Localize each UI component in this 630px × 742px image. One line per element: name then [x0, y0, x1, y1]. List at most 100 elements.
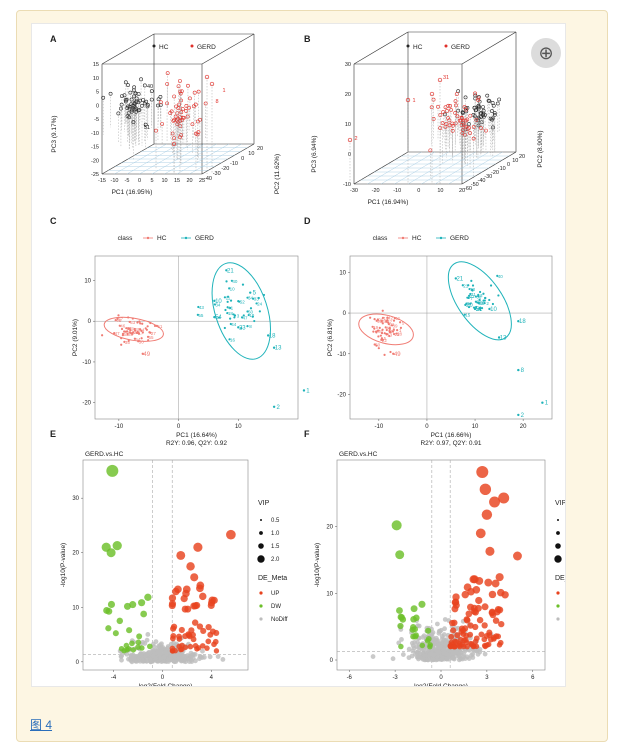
figure-caption-link[interactable]: 图 4 [30, 718, 53, 732]
data-point [177, 115, 182, 120]
data-point [461, 284, 464, 287]
y-tick-label: 10 [339, 270, 346, 276]
x-axis-title: log2(Fold Change) [414, 683, 468, 686]
z-tick-label: 20 [345, 92, 351, 98]
legend-class-marker [556, 591, 560, 595]
data-point [369, 316, 372, 319]
dw-point [112, 541, 122, 551]
y-tick-label: -20 [221, 166, 229, 172]
point-label: 1 [222, 88, 225, 94]
point-label: 54 [215, 315, 222, 321]
up-point [184, 605, 192, 613]
data-point [129, 102, 134, 107]
data-point [146, 325, 149, 328]
dw-point [107, 600, 116, 608]
dw-point [105, 607, 113, 615]
legend-vip-label: 0.5 [271, 518, 280, 524]
data-point [380, 332, 384, 335]
zoom-plus-icon[interactable]: ⊕ [531, 38, 561, 68]
data-point [117, 314, 120, 317]
data-point [172, 94, 177, 99]
data-point [455, 114, 460, 119]
data-point [165, 82, 170, 86]
panel-B-3d: HC GERD-30 -20 -10 0 10 20-60-50-40-30-20-1001… [311, 31, 544, 206]
data-point [467, 305, 471, 309]
up-point [495, 573, 504, 582]
data-point [456, 89, 461, 94]
data-point [123, 330, 126, 333]
data-point [468, 287, 471, 291]
point-label: 48 [116, 318, 122, 323]
legend-vip-marker [260, 519, 262, 521]
data-point [179, 89, 184, 94]
up-point [168, 600, 177, 608]
point-label: 22 [382, 338, 388, 343]
z-tick-label: -5 [94, 117, 99, 123]
data-point [517, 413, 520, 417]
nodiff-point [442, 617, 448, 622]
panel-C-pca: class HC GERD -10 0 10 -20 -10 0 10 PC1 (16.64%)R2… [72, 235, 310, 447]
model-stats-subtitle: R2Y: 0.96, Q2Y: 0.92 [166, 440, 227, 447]
up-point [195, 645, 202, 651]
point-label: 10 [249, 313, 255, 318]
dw-point [418, 600, 426, 608]
point-label: 53 [123, 332, 129, 337]
nodiff-point [452, 650, 458, 656]
y-tick-label: 0 [330, 658, 334, 664]
nodiff-point [158, 656, 164, 662]
data-point [446, 116, 450, 121]
nodiff-point [423, 653, 428, 659]
y-tick-label: 20 [519, 154, 525, 160]
data-point [125, 330, 129, 333]
point-label: 34 [248, 296, 254, 301]
data-point [490, 125, 495, 130]
legend-vip-marker [555, 543, 561, 549]
data-point [443, 105, 448, 110]
y-tick-label: 0 [343, 311, 347, 317]
data-point [262, 293, 266, 297]
data-point [249, 307, 253, 310]
nodiff-point [179, 655, 184, 661]
data-point [429, 105, 434, 110]
legend-title-class: DE_Meta [258, 575, 287, 582]
confidence-ellipse [358, 313, 414, 346]
data-point [388, 329, 391, 333]
nodiff-point [399, 637, 404, 642]
data-point [187, 105, 191, 110]
y-tick-label: 0 [241, 156, 244, 162]
y-axis-title: -log10(P-value) [314, 543, 321, 587]
data-point [129, 328, 132, 332]
data-point [477, 295, 480, 298]
data-point [463, 118, 468, 123]
dw-point [391, 520, 402, 531]
point-label: 13 [500, 336, 507, 342]
up-point [491, 579, 500, 588]
data-point [119, 102, 124, 107]
nodiff-point [390, 656, 396, 662]
data-point [101, 95, 106, 100]
nodiff-point [200, 648, 205, 654]
data-point [381, 309, 384, 312]
nodiff-point [145, 632, 151, 637]
data-point [471, 136, 476, 141]
nodiff-point [410, 648, 416, 654]
data-point [127, 115, 132, 120]
data-point [429, 91, 435, 97]
z-tick-label: -10 [343, 182, 351, 188]
x-tick-label: -30 [350, 188, 358, 194]
point-label: 31 [443, 75, 449, 81]
nodiff-point [446, 648, 452, 654]
dw-point [427, 642, 433, 648]
point-label: 49 [394, 352, 401, 358]
point-label: 16 [230, 337, 236, 342]
point-label: 39 [128, 332, 134, 337]
data-point [147, 339, 150, 342]
up-point [169, 645, 176, 652]
data-point [185, 114, 190, 119]
data-point [123, 340, 126, 344]
up-point [492, 617, 500, 624]
data-point [383, 332, 386, 335]
data-point [190, 122, 195, 127]
y-tick-label: 0 [76, 660, 80, 666]
data-point [126, 332, 129, 336]
